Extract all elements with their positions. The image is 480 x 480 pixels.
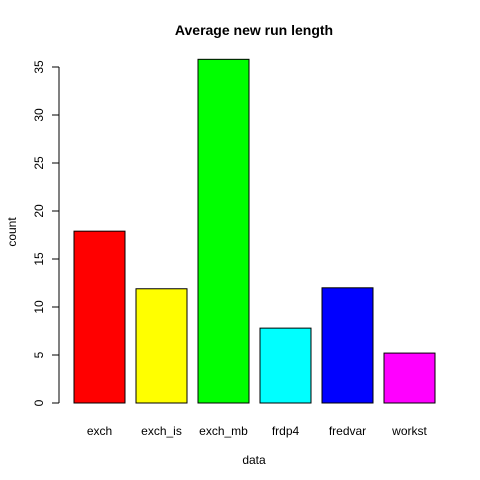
x-tick-label-frdp4: frdp4 bbox=[272, 424, 300, 438]
bar-frdp4 bbox=[259, 327, 312, 404]
x-tick-label-exch_mb: exch_mb bbox=[199, 424, 248, 438]
y-tick-label-0: 0 bbox=[32, 399, 46, 406]
bar-exch_mb bbox=[197, 58, 250, 404]
y-tick-label-30: 30 bbox=[32, 108, 46, 122]
y-tick-label-15: 15 bbox=[32, 252, 46, 266]
x-tick-label-workst: workst bbox=[391, 424, 427, 438]
y-axis-label: count bbox=[5, 217, 19, 247]
bar-exch_is bbox=[135, 288, 188, 404]
y-tick-label-5: 5 bbox=[32, 351, 46, 358]
x-tick-label-exch: exch bbox=[87, 424, 112, 438]
bar-workst bbox=[383, 352, 436, 404]
x-axis-label: data bbox=[242, 453, 266, 467]
bar-fredvar bbox=[321, 287, 374, 404]
chart-title: Average new run length bbox=[175, 22, 333, 38]
y-tick-label-10: 10 bbox=[32, 300, 46, 314]
x-category-labels: exch exch_is exch_mb frdp4 fredvar workst bbox=[87, 424, 428, 438]
y-tick-label-25: 25 bbox=[32, 156, 46, 170]
y-tick-label-20: 20 bbox=[32, 204, 46, 218]
y-axis: 0 5 10 15 20 25 30 35 bbox=[32, 60, 60, 406]
x-tick-label-exch_is: exch_is bbox=[141, 424, 182, 438]
x-tick-label-fredvar: fredvar bbox=[329, 424, 366, 438]
bar-exch bbox=[73, 230, 126, 404]
bars-group bbox=[73, 58, 436, 404]
y-tick-label-35: 35 bbox=[32, 60, 46, 74]
